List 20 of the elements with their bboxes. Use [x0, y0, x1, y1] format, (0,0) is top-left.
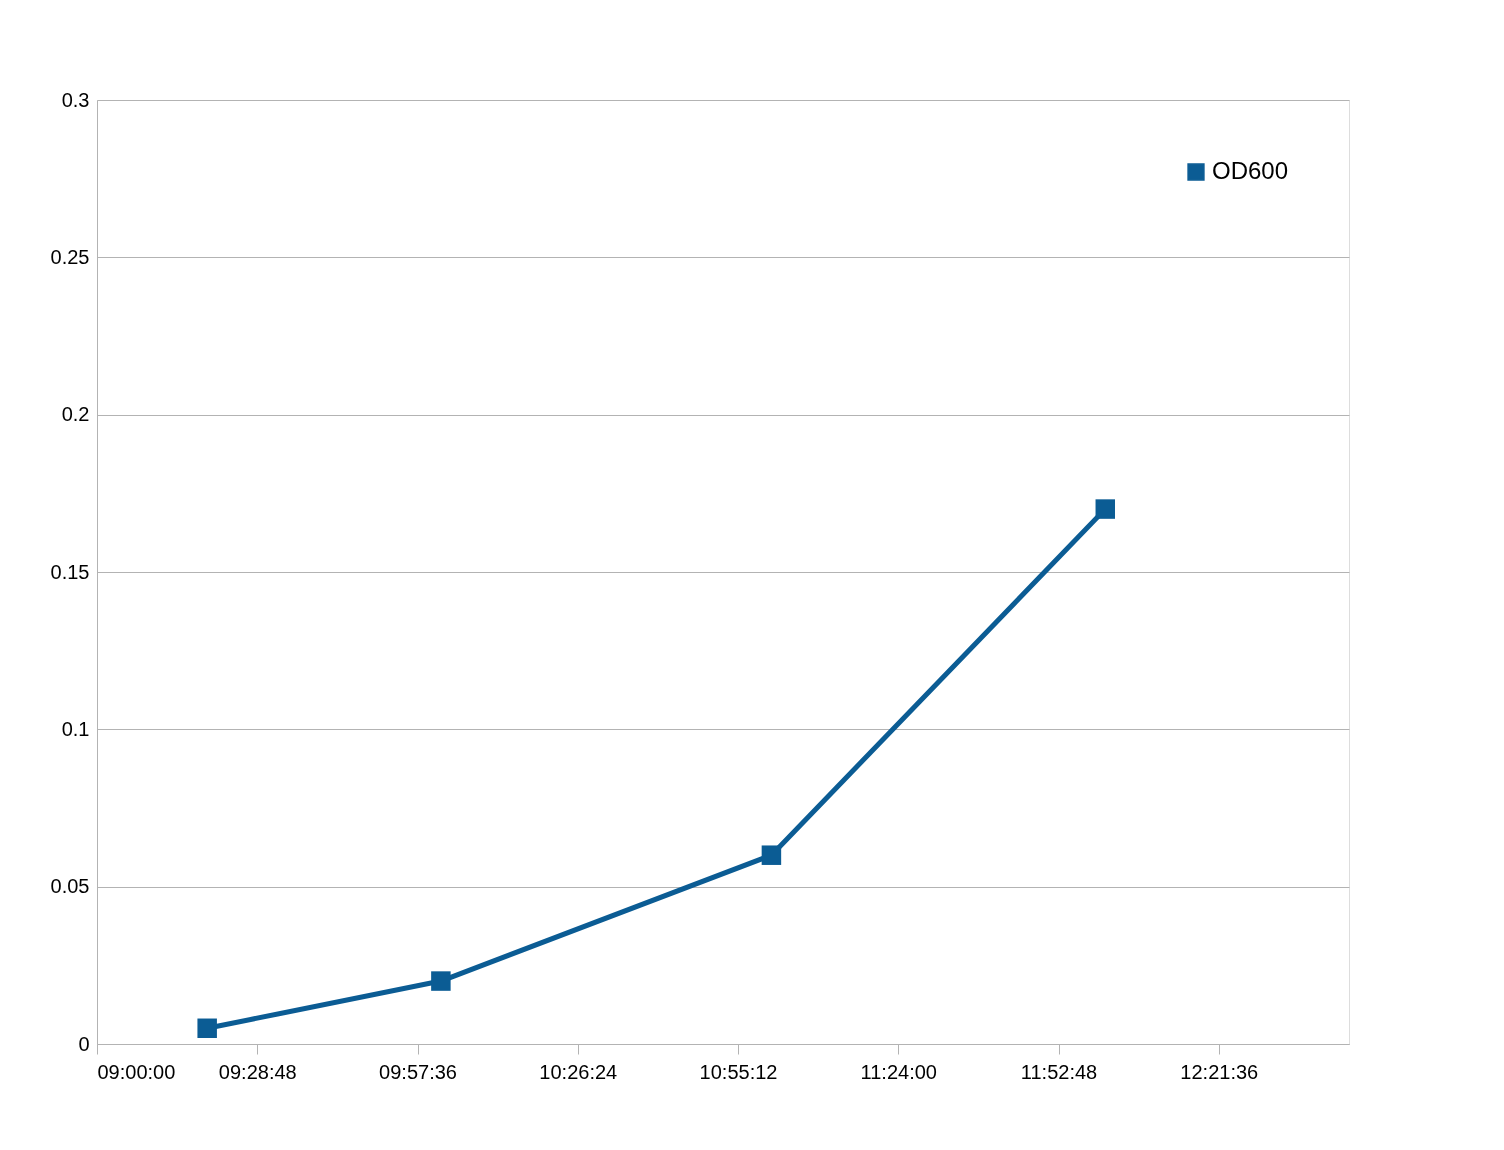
y-tick-label: 0.05 — [50, 875, 90, 898]
point — [197, 1018, 217, 1039]
y-tick-label: 0 — [78, 1032, 90, 1055]
y-tick-label: 0.3 — [61, 88, 90, 111]
y-tick-label: 0.25 — [50, 245, 90, 268]
x-tick-label: 09:28:48 — [218, 1060, 297, 1083]
point — [761, 845, 782, 865]
y-tick-label: 0.2 — [61, 403, 90, 426]
legend-label: OD600 — [1212, 157, 1289, 184]
x-tick-label: 12:21:36 — [1180, 1060, 1259, 1083]
point — [1095, 499, 1116, 519]
point — [431, 971, 451, 991]
x-tick-label: 11:24:00 — [860, 1060, 937, 1083]
x-tick-label: 09:57:36 — [379, 1060, 457, 1083]
y-tick-label: 0.1 — [61, 717, 90, 740]
x-tick-label: 10:55:12 — [699, 1060, 778, 1083]
x-tick-label: 09:00:00 — [97, 1060, 176, 1083]
x-tick-label: 10:26:24 — [539, 1060, 618, 1083]
x-tick-label: 11:52:48 — [1020, 1060, 1098, 1083]
y-tick-label: 0.15 — [50, 560, 90, 583]
